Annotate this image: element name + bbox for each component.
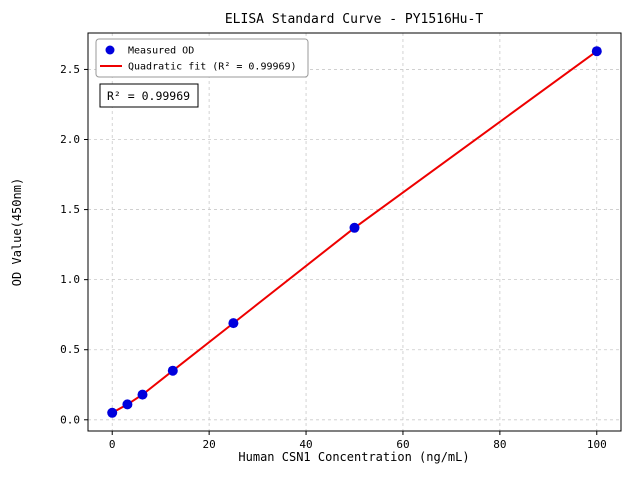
plot-border [87, 32, 622, 432]
y-tick-label: 1.0 [60, 273, 80, 286]
measured-od-point [167, 365, 178, 376]
quadratic-fit-legend-label: Quadratic fit (R² = 0.99969) [128, 62, 297, 73]
x-tick-label: 40 [299, 438, 312, 451]
legend: Measured OD Quadratic fit (R² = 0.99969) [95, 38, 309, 78]
measured-od-point [591, 46, 602, 57]
r-squared-annotation: R² = 0.99969 [99, 83, 199, 108]
measured-od-point [137, 389, 148, 400]
x-tick-label: 100 [587, 438, 607, 451]
measured-od-point [107, 407, 118, 418]
y-tick-label: 0.5 [60, 343, 80, 356]
legend-frame [95, 38, 309, 78]
measured-od-point [349, 222, 360, 233]
y-axis-label: OD Value(450nm) [10, 178, 24, 286]
y-tick-label: 0.0 [60, 413, 80, 426]
x-tick-label: 80 [493, 438, 506, 451]
x-axis-label: Human CSN1 Concentration (ng/mL) [238, 450, 469, 464]
chart-title: ELISA Standard Curve - PY1516Hu-T [225, 12, 483, 27]
series [107, 46, 602, 418]
x-tick-label: 60 [396, 438, 409, 451]
measured-od-legend-label: Measured OD [128, 46, 194, 57]
measured-od-point [122, 399, 133, 410]
y-tick-label: 1.5 [60, 203, 80, 216]
y-tick-label: 2.0 [60, 133, 80, 146]
axes: 0 20 40 60 80 100 0.0 0.5 1.0 1.5 2.0 2.5 [60, 63, 607, 451]
r-squared-annotation-frame [99, 83, 199, 108]
measured-od-point [228, 318, 239, 329]
x-tick-label: 20 [203, 438, 216, 451]
measured-od-legend-marker [105, 45, 115, 55]
y-tick-label: 2.5 [60, 63, 80, 76]
x-tick-label: 0 [109, 438, 116, 451]
grid [88, 33, 621, 431]
r-squared-annotation-text: R² = 0.99969 [107, 89, 190, 103]
